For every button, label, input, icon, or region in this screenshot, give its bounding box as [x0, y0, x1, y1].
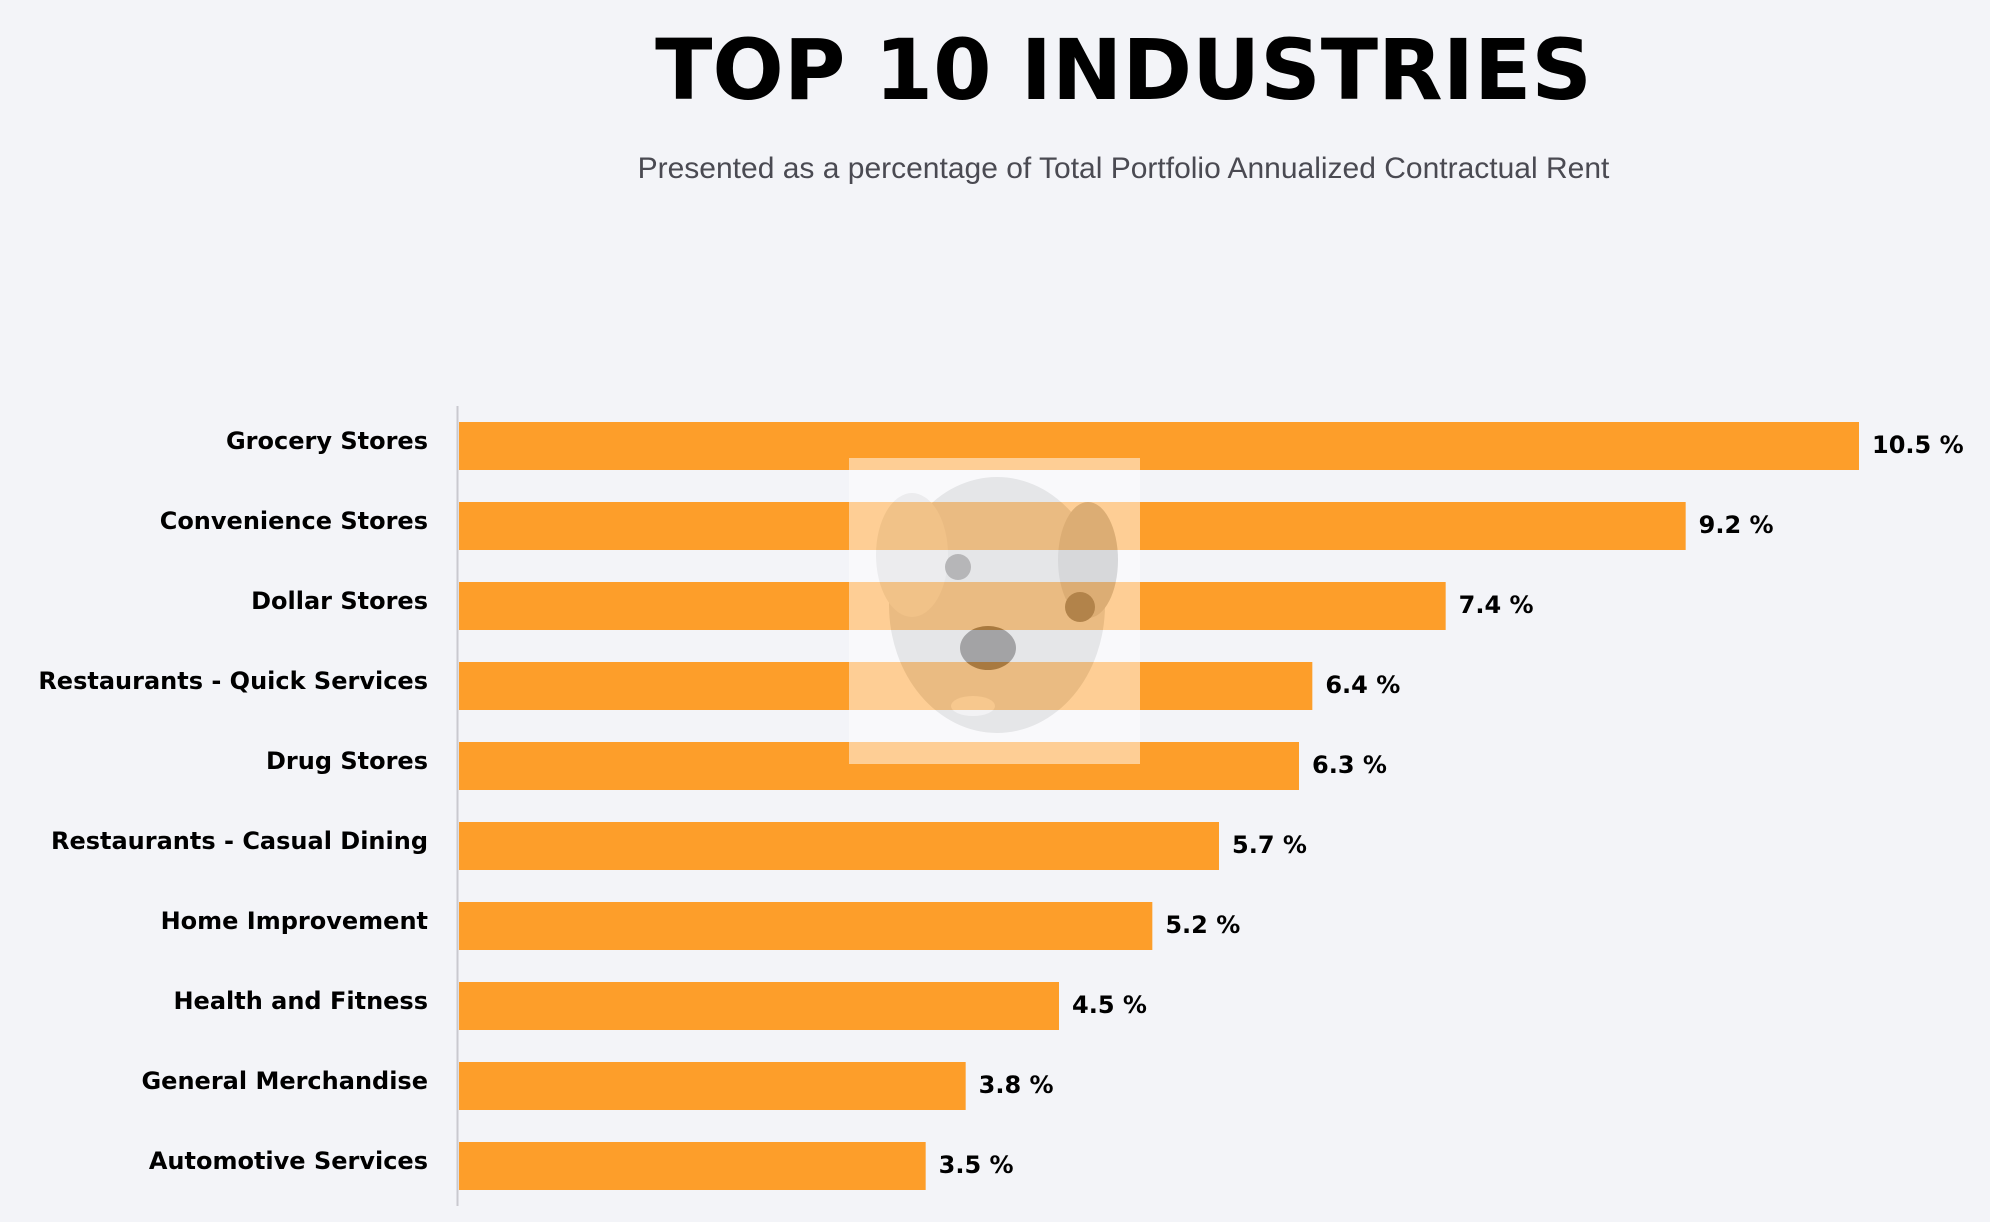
labels-layer: Grocery Stores 10.5 % Convenience Stores 9.…	[38, 427, 1963, 1179]
category-label: Restaurants - Casual Dining	[51, 827, 428, 855]
bar	[459, 822, 1219, 870]
value-label: 5.7 %	[1232, 831, 1307, 859]
chart-title: TOP 10 INDUSTRIES	[655, 21, 1592, 119]
category-label: Grocery Stores	[226, 427, 428, 455]
bar	[459, 1062, 966, 1110]
value-label: 3.8 %	[979, 1071, 1054, 1099]
category-label: Convenience Stores	[160, 507, 428, 535]
bars-layer	[459, 422, 1859, 1190]
dog-face-icon	[849, 458, 1140, 764]
value-label: 6.4 %	[1325, 671, 1400, 699]
value-label: 7.4 %	[1459, 591, 1534, 619]
value-label: 5.2 %	[1165, 911, 1240, 939]
category-label: Home Improvement	[161, 907, 428, 935]
value-label: 4.5 %	[1072, 991, 1147, 1019]
category-label: Automotive Services	[149, 1147, 428, 1175]
bar	[459, 422, 1859, 470]
value-label: 3.5 %	[939, 1151, 1014, 1179]
bar	[459, 1142, 926, 1190]
category-label: General Merchandise	[141, 1067, 428, 1095]
value-label: 10.5 %	[1872, 431, 1964, 459]
bar	[459, 902, 1153, 950]
value-label: 9.2 %	[1699, 511, 1774, 539]
chart-subtitle: Presented as a percentage of Total Portf…	[637, 152, 1610, 185]
category-label: Dollar Stores	[251, 587, 428, 615]
category-label: Restaurants - Quick Services	[38, 667, 428, 695]
category-label: Drug Stores	[266, 747, 428, 775]
category-label: Health and Fitness	[173, 987, 428, 1015]
value-label: 6.3 %	[1312, 751, 1387, 779]
bar	[459, 982, 1059, 1030]
